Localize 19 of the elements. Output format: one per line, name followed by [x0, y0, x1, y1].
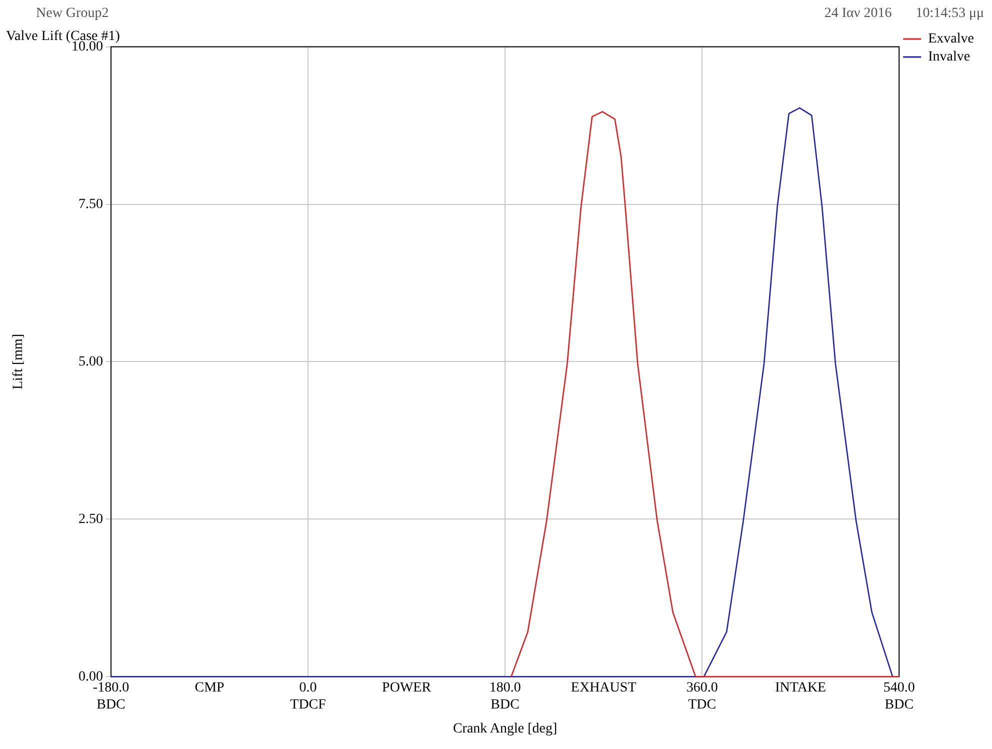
text: 24 Ιαν 2016	[824, 6, 892, 22]
x-tick-label: 180.0 BDC	[489, 680, 521, 712]
x-tick-label: 540.0 BDC	[883, 680, 915, 712]
x-tick-label: INTAKE	[775, 680, 826, 696]
x-tick-label: -180.0 BDC	[92, 680, 130, 712]
text: New Group2	[36, 6, 109, 22]
x-tick-label: CMP	[194, 680, 225, 696]
text: 10:14:53 μμ	[916, 6, 984, 22]
legend-label: Invalve	[928, 50, 970, 65]
y-axis-title: Lift [mm]	[11, 334, 26, 390]
y-tick-label: 2.50	[78, 512, 103, 527]
x-tick-label: 360.0 TDC	[686, 680, 718, 712]
x-tick-label: 0.0 TDCF	[290, 680, 326, 712]
x-tick-label: EXHAUST	[570, 680, 637, 696]
x-tick-label: POWER	[382, 680, 432, 696]
legend-label: Exvalve	[928, 32, 974, 47]
y-tick-label: 5.00	[78, 354, 103, 370]
x-axis-title: Crank Angle [deg]	[452, 721, 558, 736]
y-tick-label: 7.50	[78, 196, 103, 212]
